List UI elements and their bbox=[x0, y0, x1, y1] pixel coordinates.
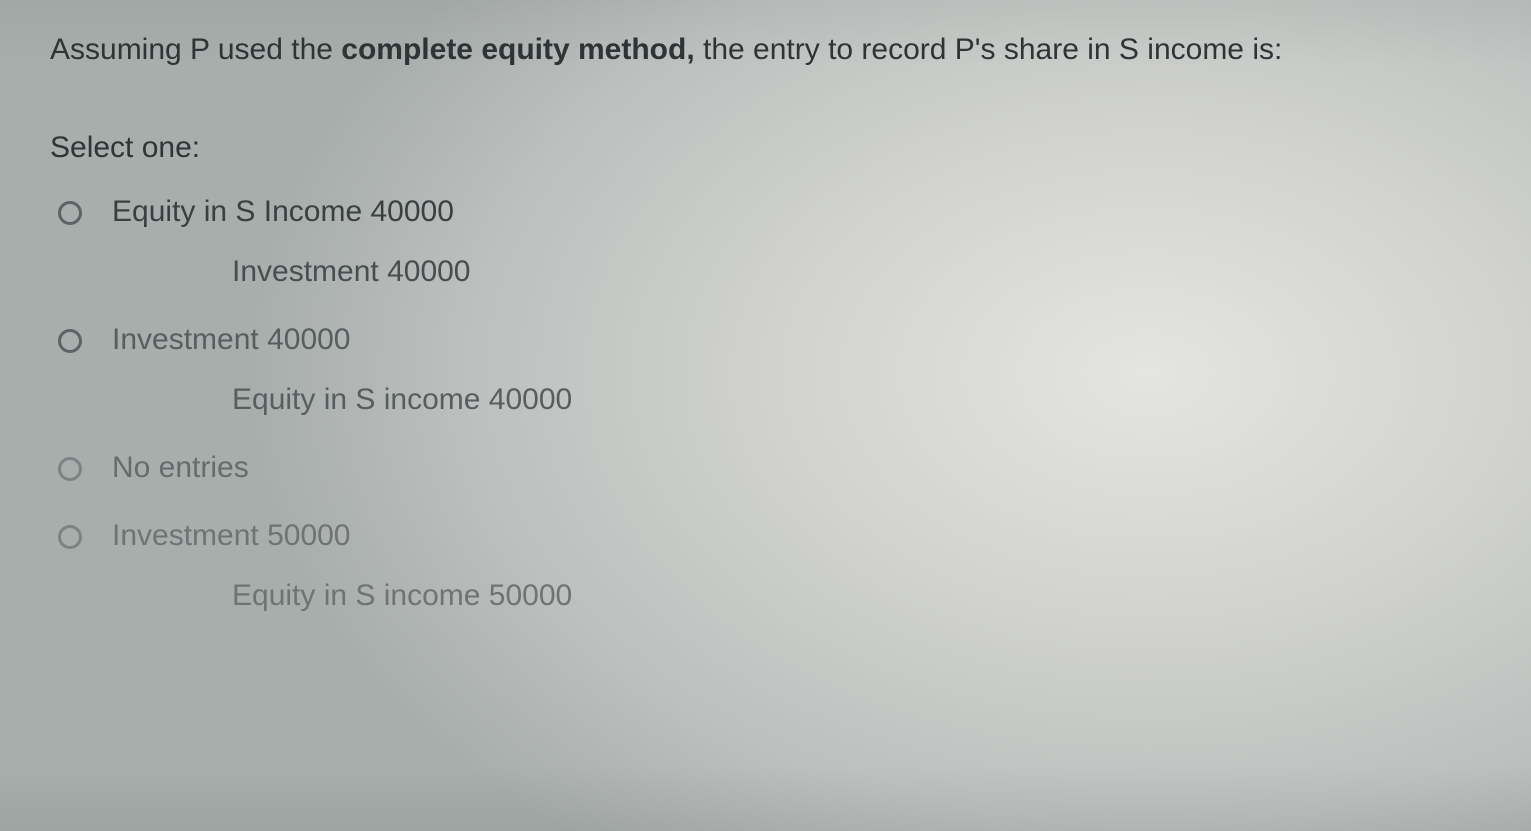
option-c[interactable]: No entries bbox=[58, 451, 1481, 485]
radio-icon[interactable] bbox=[58, 457, 82, 481]
option-a-body: Equity in S Income 40000 Investment 4000… bbox=[112, 195, 471, 289]
option-a[interactable]: Equity in S Income 40000 Investment 4000… bbox=[58, 195, 1481, 289]
option-c-text: No entries bbox=[112, 451, 249, 485]
option-b-debit: Investment 40000 bbox=[112, 323, 572, 357]
question-text: Assuming P used the complete equity meth… bbox=[50, 30, 1481, 71]
option-a-debit: Equity in S Income 40000 bbox=[112, 195, 471, 229]
radio-icon[interactable] bbox=[58, 201, 82, 225]
option-d[interactable]: Investment 50000 Equity in S income 5000… bbox=[58, 519, 1481, 613]
question-bold: complete equity method, bbox=[333, 33, 695, 66]
options-list: Equity in S Income 40000 Investment 4000… bbox=[50, 195, 1481, 613]
option-d-debit: Investment 50000 bbox=[112, 519, 572, 553]
option-d-body: Investment 50000 Equity in S income 5000… bbox=[112, 519, 572, 613]
option-a-credit: Investment 40000 bbox=[232, 255, 471, 289]
question-prefix: Assuming P used the bbox=[50, 33, 333, 66]
radio-icon[interactable] bbox=[58, 329, 82, 353]
option-c-body: No entries bbox=[112, 451, 249, 485]
option-b-body: Investment 40000 Equity in S income 4000… bbox=[112, 323, 572, 417]
option-b[interactable]: Investment 40000 Equity in S income 4000… bbox=[58, 323, 1481, 417]
question-suffix: the entry to record P's share in S incom… bbox=[695, 33, 1283, 66]
option-d-credit: Equity in S income 50000 bbox=[232, 579, 572, 613]
radio-icon[interactable] bbox=[58, 525, 82, 549]
select-one-label: Select one: bbox=[50, 131, 1481, 165]
option-b-credit: Equity in S income 40000 bbox=[232, 383, 572, 417]
